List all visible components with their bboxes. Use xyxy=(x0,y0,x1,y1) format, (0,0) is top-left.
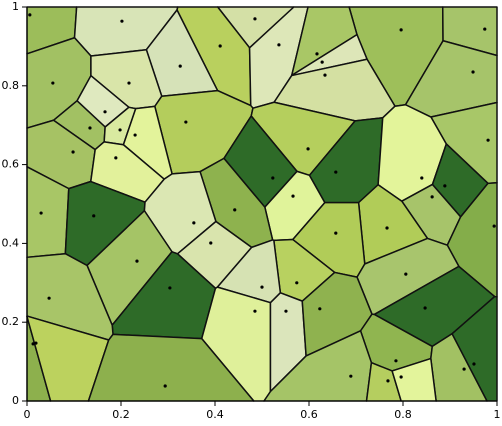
site-point xyxy=(253,309,257,313)
site-point xyxy=(253,17,257,21)
site-point xyxy=(472,362,476,366)
y-tick-label: 0.6 xyxy=(2,158,20,171)
site-point xyxy=(386,379,390,383)
site-point xyxy=(103,110,107,114)
site-point xyxy=(471,70,475,74)
x-tick-label: 0 xyxy=(24,408,31,421)
site-point xyxy=(492,224,496,228)
site-point xyxy=(277,43,281,47)
x-tick-label: 0.2 xyxy=(112,408,130,421)
site-point xyxy=(306,147,310,151)
site-point xyxy=(385,226,389,230)
y-tick-label: 0 xyxy=(12,394,19,407)
site-point xyxy=(114,156,118,160)
site-point xyxy=(334,231,338,235)
x-tick-label: 0.6 xyxy=(300,408,318,421)
site-point xyxy=(120,19,124,23)
site-point xyxy=(178,64,182,68)
site-point xyxy=(394,359,398,363)
site-point xyxy=(218,44,222,48)
site-point xyxy=(28,13,32,17)
x-tick-label: 0.4 xyxy=(206,408,224,421)
site-point xyxy=(404,272,408,276)
site-point xyxy=(399,28,403,32)
site-point xyxy=(462,367,466,371)
site-point xyxy=(284,309,288,313)
site-point xyxy=(295,281,299,285)
site-point xyxy=(184,120,188,124)
site-point xyxy=(320,60,324,64)
site-point xyxy=(349,374,353,378)
site-point xyxy=(334,170,338,174)
site-point xyxy=(291,194,295,198)
x-tick-label: 0.8 xyxy=(394,408,412,421)
site-point xyxy=(483,27,487,31)
site-point xyxy=(209,241,213,245)
site-point xyxy=(31,342,35,346)
site-point xyxy=(168,286,172,290)
y-tick-label: 0.4 xyxy=(2,236,20,249)
site-point xyxy=(420,176,424,180)
site-point xyxy=(443,184,447,188)
site-point xyxy=(51,81,55,85)
y-tick-label: 0.8 xyxy=(2,79,20,92)
x-tick-label: 1 xyxy=(494,408,501,421)
site-point xyxy=(323,73,327,77)
site-point xyxy=(47,296,51,300)
site-point xyxy=(71,150,75,154)
y-tick-label: 1 xyxy=(12,0,19,13)
site-point xyxy=(260,285,264,289)
site-point xyxy=(133,133,137,137)
site-point xyxy=(233,208,237,212)
site-point xyxy=(118,128,122,132)
site-point xyxy=(92,214,96,218)
site-point xyxy=(399,375,403,379)
site-point xyxy=(486,138,490,142)
site-point xyxy=(88,126,92,130)
y-tick-label: 0.2 xyxy=(2,315,20,328)
site-point xyxy=(163,384,167,388)
site-point xyxy=(423,306,427,310)
site-point xyxy=(318,307,322,311)
site-point xyxy=(135,259,139,263)
site-point xyxy=(271,176,275,180)
site-point xyxy=(315,52,319,56)
site-point xyxy=(430,195,434,199)
site-point xyxy=(127,81,131,85)
site-point xyxy=(192,221,196,225)
site-point xyxy=(34,341,38,345)
site-point xyxy=(39,211,43,215)
